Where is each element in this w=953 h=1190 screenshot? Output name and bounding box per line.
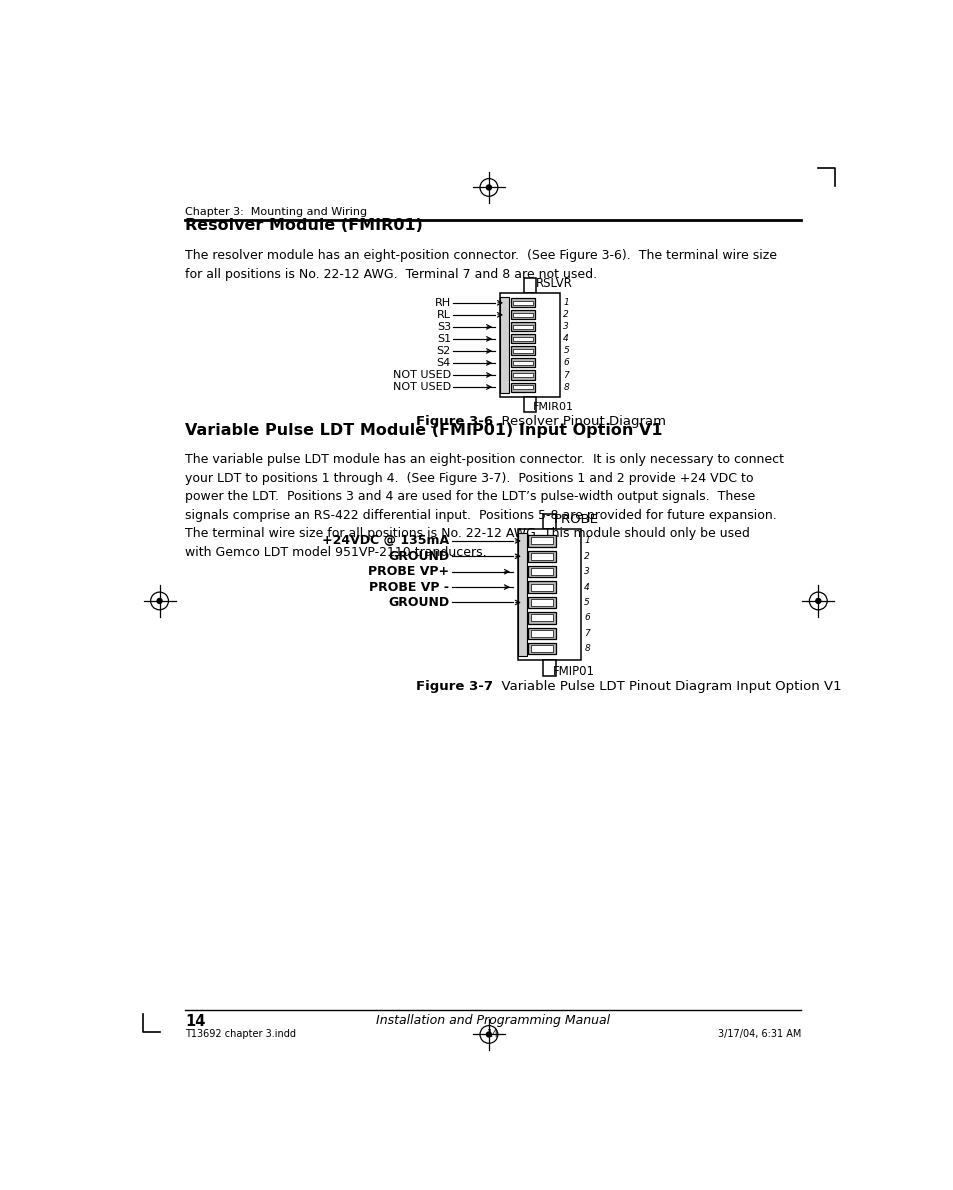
Bar [517,533,526,657]
Bar [528,581,555,593]
Bar [510,382,535,392]
Text: 6: 6 [562,358,569,368]
Circle shape [157,599,162,603]
Text: Chapter 3:  Mounting and Wiring: Chapter 3: Mounting and Wiring [185,207,367,218]
Bar [523,277,536,293]
Bar [510,322,535,331]
Bar [513,372,533,377]
Text: T13692 chapter 3.indd: T13692 chapter 3.indd [185,1029,295,1039]
Bar [513,313,533,317]
Text: RL: RL [436,309,451,320]
Text: S4: S4 [436,358,451,368]
Bar [528,627,555,639]
Bar [528,566,555,577]
Bar [530,599,553,606]
Bar [528,612,555,624]
Text: RSLVR: RSLVR [536,277,573,290]
Text: Resolver Module (FMIR01): Resolver Module (FMIR01) [185,218,422,233]
Bar [510,334,535,344]
Text: GROUND: GROUND [388,550,449,563]
Bar [530,569,553,575]
Text: GROUND: GROUND [388,596,449,609]
Bar [513,361,533,365]
Text: NOT USED: NOT USED [393,370,451,380]
Bar [530,553,553,559]
Text: +24VDC @ 135mA: +24VDC @ 135mA [322,534,449,547]
Bar [542,660,555,676]
Text: The variable pulse LDT module has an eight-position connector.  It is only neces: The variable pulse LDT module has an eig… [185,453,783,558]
Text: 7: 7 [583,628,589,638]
Text: 2: 2 [562,311,569,319]
Bar [510,299,535,307]
Text: 14: 14 [185,1014,205,1028]
Bar [528,596,555,608]
Text: S3: S3 [436,321,451,332]
Text: 5: 5 [583,599,589,607]
Text: S1: S1 [436,334,451,344]
Text: PROBE VP+: PROBE VP+ [368,565,449,578]
Bar [510,370,535,380]
Text: 1: 1 [583,537,589,545]
Circle shape [815,599,820,603]
Text: 4: 4 [562,334,569,344]
Bar [513,349,533,353]
Text: 3: 3 [562,322,569,331]
Text: Resolver Pinout Diagram: Resolver Pinout Diagram [493,415,665,428]
Circle shape [486,1032,491,1036]
Text: Installation and Programming Manual: Installation and Programming Manual [375,1014,610,1027]
Text: NOT USED: NOT USED [393,382,451,392]
Text: 5: 5 [562,346,569,356]
Text: 3/17/04, 6:31 AM: 3/17/04, 6:31 AM [717,1029,801,1039]
Text: 8: 8 [562,382,569,392]
Text: 8: 8 [583,644,589,653]
Bar [499,293,559,397]
Bar [530,583,553,590]
Bar [513,384,533,389]
Bar [542,514,555,530]
Bar [517,530,580,660]
Bar [510,358,535,368]
Text: S2: S2 [436,346,451,356]
Text: 7: 7 [562,370,569,380]
Bar [530,645,553,652]
Text: Figure 3-6: Figure 3-6 [416,415,493,428]
Bar [530,614,553,621]
Text: 6: 6 [583,613,589,622]
Text: The resolver module has an eight-position connector.  (See Figure 3-6).  The ter: The resolver module has an eight-positio… [185,249,777,281]
Bar [513,337,533,342]
Bar [510,311,535,319]
Text: PROBE: PROBE [554,513,598,526]
Bar [523,397,536,412]
Bar [528,643,555,654]
Bar [510,346,535,356]
Text: 3: 3 [583,568,589,576]
Text: FMIR01: FMIR01 [533,401,574,412]
Bar [513,325,533,330]
Text: Variable Pulse LDT Module (FMIP01) Input Option V1: Variable Pulse LDT Module (FMIP01) Input… [185,422,662,438]
Text: 4: 4 [583,583,589,591]
Bar [513,301,533,305]
Text: RH: RH [435,298,451,308]
Text: 14: 14 [487,1029,498,1039]
Text: Variable Pulse LDT Pinout Diagram Input Option V1: Variable Pulse LDT Pinout Diagram Input … [493,681,841,694]
Bar [499,296,509,393]
Bar [530,538,553,544]
Circle shape [486,184,491,190]
Text: FMIP01: FMIP01 [552,665,594,678]
Text: Figure 3-7: Figure 3-7 [416,681,493,694]
Text: 1: 1 [562,299,569,307]
Text: PROBE VP -: PROBE VP - [369,581,449,594]
Bar [530,630,553,637]
Text: 2: 2 [583,552,589,560]
Bar [528,551,555,562]
Bar [528,536,555,546]
